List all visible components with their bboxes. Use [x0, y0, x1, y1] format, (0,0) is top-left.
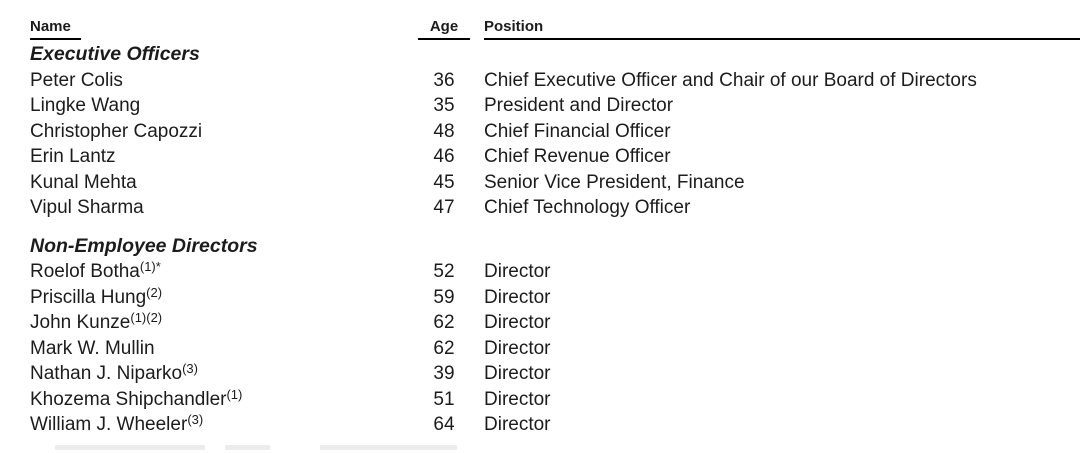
footnote-marker: (3) — [187, 412, 204, 427]
cell-position: Director — [484, 363, 551, 384]
cell-position: Chief Financial Officer — [484, 120, 671, 142]
cell-age: 39 — [433, 363, 455, 384]
column-header-position: Position — [484, 18, 1080, 40]
cell-age: 52 — [433, 261, 455, 282]
cell-age: 59 — [433, 286, 455, 308]
cell-age: 51 — [433, 388, 455, 410]
cell-position: Chief Revenue Officer — [484, 146, 671, 167]
cell-position: Director — [484, 414, 551, 435]
section-title: Non-Employee Directors — [30, 234, 258, 257]
footnote-marker: (1)* — [139, 259, 161, 274]
column-header-name: Name — [30, 18, 418, 40]
cropped-text-fragment — [225, 445, 270, 450]
cell-name: Erin Lantz — [30, 146, 116, 167]
table-header-row: Name Age Position — [30, 18, 1080, 40]
table-row: Christopher Capozzi 48 Chief Financial O… — [30, 119, 1080, 145]
cell-age: 35 — [433, 95, 455, 116]
cell-age: 45 — [433, 171, 455, 193]
cell-name: Khozema Shipchandler(1) — [30, 386, 243, 410]
cell-position: President and Director — [484, 95, 674, 116]
cell-name: Peter Colis — [30, 69, 123, 91]
cell-age: 64 — [433, 414, 455, 435]
cropped-text-fragment — [320, 445, 457, 450]
footnote-marker: (1)(2) — [130, 310, 163, 325]
cell-name: John Kunze(1)(2) — [30, 310, 163, 333]
cell-position: Director — [484, 337, 551, 359]
cell-age: 62 — [433, 337, 455, 359]
table-row: William J. Wheeler(3) 64 Director — [30, 412, 1080, 438]
cell-position: Director — [484, 261, 551, 282]
cell-name: Kunal Mehta — [30, 171, 137, 193]
cell-position: Director — [484, 388, 551, 410]
footnote-marker: (3) — [182, 361, 198, 376]
column-header-name-label: Name — [30, 18, 81, 40]
cell-age: 46 — [433, 146, 455, 167]
section-title: Executive Officers — [30, 43, 200, 65]
table-row: Priscilla Hung(2) 59 Director — [30, 285, 1080, 311]
table-row: Kunal Mehta 45 Senior Vice President, Fi… — [30, 170, 1080, 196]
cropped-text-fragment — [55, 445, 205, 450]
cell-name: Lingke Wang — [30, 95, 141, 116]
column-header-age: Age — [418, 18, 470, 40]
officers-directors-table: Name Age Position Executive Officers Pet… — [30, 18, 1080, 438]
footnote-marker: (1) — [226, 386, 243, 402]
cell-name: Mark W. Mullin — [30, 337, 155, 359]
table-row: Lingke Wang 35 President and Director — [30, 93, 1080, 119]
table-row: Vipul Sharma 47 Chief Technology Officer — [30, 195, 1080, 221]
cell-age: 47 — [433, 197, 455, 218]
cell-age: 36 — [433, 69, 455, 91]
cell-name: Nathan J. Niparko(3) — [30, 361, 198, 384]
cell-name: Priscilla Hung(2) — [30, 284, 163, 308]
section-non-employee-directors: Non-Employee Directors Roelof Botha(1)* … — [30, 234, 1080, 438]
table-row: John Kunze(1)(2) 62 Director — [30, 310, 1080, 336]
table-row: Mark W. Mullin 62 Director — [30, 336, 1080, 362]
cropped-next-line-artifact — [0, 444, 1080, 450]
cell-name: Vipul Sharma — [30, 197, 144, 218]
cell-age: 62 — [433, 312, 455, 333]
table-row: Khozema Shipchandler(1) 51 Director — [30, 387, 1080, 413]
table-row: Roelof Botha(1)* 52 Director — [30, 259, 1080, 285]
section-executive-officers: Executive Officers Peter Colis 36 Chief … — [30, 42, 1080, 221]
cell-position: Chief Technology Officer — [484, 197, 691, 218]
cell-name: William J. Wheeler(3) — [30, 412, 204, 435]
cell-position: Director — [484, 312, 551, 333]
table-row: Erin Lantz 46 Chief Revenue Officer — [30, 144, 1080, 170]
cell-name: Christopher Capozzi — [30, 120, 203, 142]
cell-age: 48 — [433, 120, 455, 142]
footnote-marker: (2) — [146, 284, 163, 300]
cell-name: Roelof Botha(1)* — [30, 259, 161, 282]
table-row: Peter Colis 36 Chief Executive Officer a… — [30, 68, 1080, 94]
cell-position: Director — [484, 286, 551, 308]
cell-position: Chief Executive Officer and Chair of our… — [484, 69, 977, 91]
cell-position: Senior Vice President, Finance — [484, 171, 745, 193]
table-row: Nathan J. Niparko(3) 39 Director — [30, 361, 1080, 387]
